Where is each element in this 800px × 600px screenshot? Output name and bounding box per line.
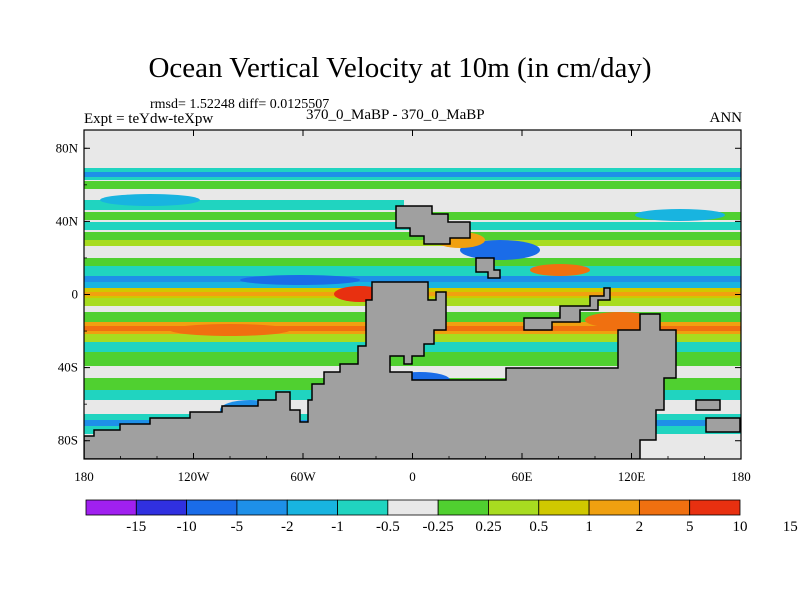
map-title: Ocean Vertical Velocity at 10m (in cm/da…	[148, 52, 652, 84]
y-tick-label: 80S	[58, 433, 78, 448]
colorbar-swatch	[387, 499, 439, 516]
colorbar-label: 0.5	[529, 519, 548, 535]
case-subtitle: 370_0_MaBP - 370_0_MaBP	[306, 107, 485, 123]
colorbar-swatch	[337, 499, 389, 516]
stats-label: rmsd= 1.52248 diff= 0.0125507	[150, 97, 330, 112]
colorbar-label: 2	[636, 519, 644, 535]
colorbar-swatch	[286, 499, 338, 516]
axes: 180 120W 60W 0 60E 120E 180 80N 40N 0 40S 80S	[56, 130, 751, 484]
colorbar-swatch	[488, 499, 540, 516]
colorbar-swatch	[186, 499, 238, 516]
land-mask	[84, 205, 741, 459]
y-tick-label: 80N	[56, 140, 79, 155]
colorbar-label: -15	[126, 519, 146, 535]
velocity-field	[84, 130, 741, 459]
x-tick-label: 180	[731, 469, 751, 484]
colorbar-swatch	[588, 499, 640, 516]
colorbar-swatch	[538, 499, 590, 516]
y-tick-label: 40S	[58, 360, 78, 375]
x-tick-label: 120E	[618, 469, 646, 484]
x-tick-label: 60E	[512, 469, 533, 484]
y-tick-label: 0	[72, 287, 79, 302]
colorbar-swatch	[236, 499, 288, 516]
colorbar-label: 1	[585, 519, 593, 535]
colorbar: -15 -10 -5 -2 -1 -0.5 -0.25 0.25 0.5 1 2 5 10 15	[85, 499, 798, 535]
x-tick-label: 120W	[178, 469, 211, 484]
colorbar-label: 0.25	[475, 519, 501, 535]
colorbar-label: -10	[177, 519, 197, 535]
colorbar-label: -0.5	[376, 519, 400, 535]
colorbar-label: -5	[231, 519, 244, 535]
y-tick-label: 40N	[56, 213, 79, 228]
x-tick-label: 60W	[290, 469, 316, 484]
colorbar-swatch	[135, 499, 188, 516]
x-tick-label: 0	[409, 469, 416, 484]
colorbar-label: -2	[281, 519, 294, 535]
colorbar-label: 10	[733, 519, 748, 535]
colorbar-swatch	[437, 499, 489, 516]
experiment-label: Expt = teYdw-teXpw	[84, 111, 214, 127]
colorbar-label: -1	[331, 519, 344, 535]
colorbar-swatch	[85, 499, 137, 516]
colorbar-swatch	[638, 499, 691, 516]
x-tick-label: 180	[74, 469, 94, 484]
colorbar-swatch	[689, 499, 741, 516]
colorbar-label: 5	[686, 519, 694, 535]
season-label: ANN	[709, 110, 743, 126]
colorbar-label: -0.25	[423, 519, 454, 535]
colorbar-label: 15	[783, 519, 798, 535]
